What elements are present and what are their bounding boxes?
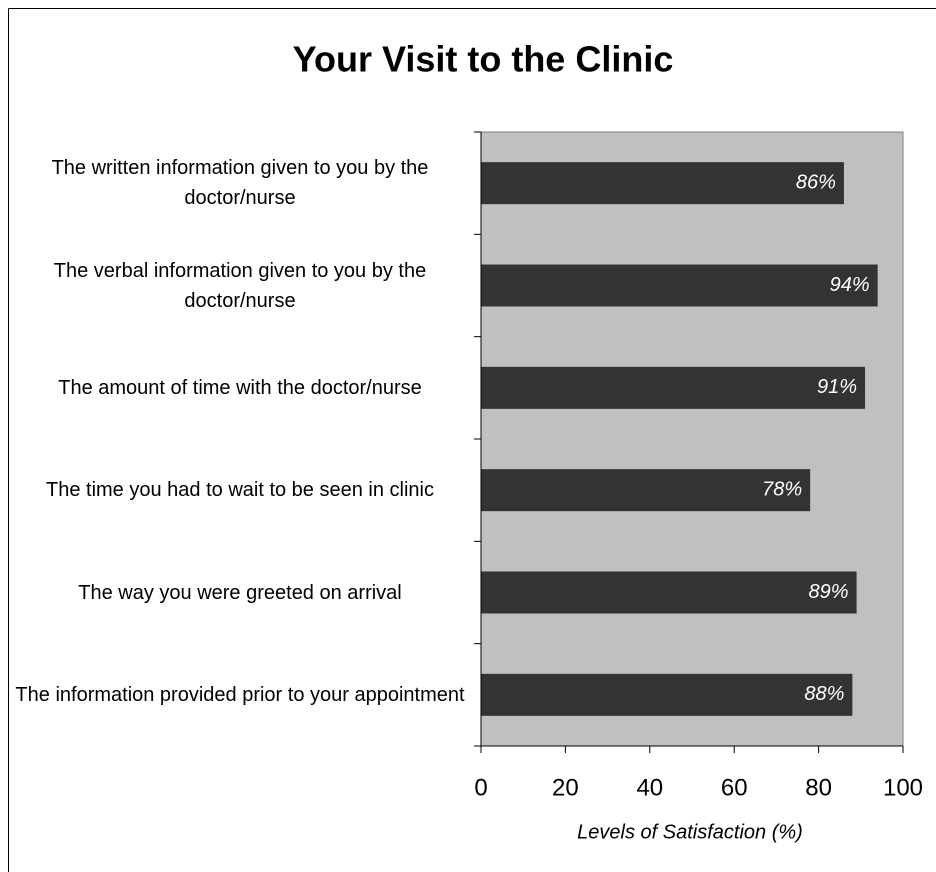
bar-value-label: 91% [817, 376, 857, 398]
bar-value-label: 89% [809, 581, 849, 603]
bar-value-label: 86% [796, 171, 836, 193]
bar [481, 571, 857, 614]
y-tick-label: The amount of time with the doctor/nurse [58, 376, 422, 399]
bar-value-label: 94% [830, 274, 870, 296]
y-tick-label: The time you had to wait to be seen in c… [46, 479, 434, 502]
x-tick-label: 40 [636, 774, 663, 801]
y-tick-label: The way you were greeted on arrival [78, 581, 402, 604]
bar [481, 162, 844, 205]
x-tick-label: 60 [721, 774, 748, 801]
chart-title: Your Visit to the Clinic [293, 39, 674, 80]
x-axis-title: Levels of Satisfaction (%) [577, 821, 803, 843]
bar [481, 366, 866, 409]
y-tick-label: The information provided prior to your a… [15, 683, 465, 706]
bar [481, 469, 811, 512]
bar [481, 264, 878, 307]
x-tick-label: 0 [474, 774, 487, 801]
x-tick-label: 80 [805, 774, 832, 801]
bar-value-label: 88% [804, 683, 844, 705]
x-tick-label: 100 [883, 774, 923, 801]
x-tick-label: 20 [552, 774, 579, 801]
bar [481, 673, 853, 716]
y-tick-label: The verbal information given to you by t… [53, 259, 427, 312]
bar-value-label: 78% [762, 478, 802, 500]
plot-area [480, 131, 904, 747]
y-tick-label: The written information given to you by … [51, 157, 429, 210]
